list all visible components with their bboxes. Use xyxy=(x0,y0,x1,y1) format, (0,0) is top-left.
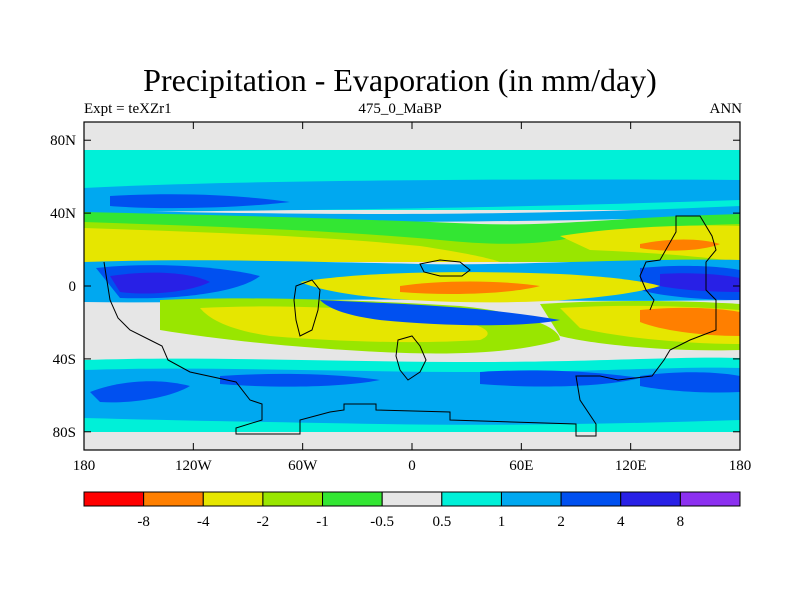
colorbar-swatch xyxy=(620,491,681,507)
map-axes: 80N 40N 0 40S 80S 180 120W 60W 0 60E 120E 180 xyxy=(50,122,751,474)
colorbar-swatch xyxy=(679,491,741,507)
lon-tick-label: 60W xyxy=(288,458,318,474)
plot-title: Precipitation - Evaporation (in mm/day) xyxy=(143,62,657,98)
colorbar-swatch xyxy=(381,491,443,507)
colorbar-label: 4 xyxy=(617,514,625,530)
lon-tick-label: 60E xyxy=(509,458,533,474)
colorbar-label: 1 xyxy=(498,514,506,530)
colorbar-swatch xyxy=(500,491,562,507)
colorbar-swatch xyxy=(202,491,264,507)
colorbar-label: 2 xyxy=(557,514,565,530)
colorbar-swatch xyxy=(262,491,324,507)
period-label: 475_0_MaBP xyxy=(358,101,442,117)
colorbar: -8 -4 -2 -1 -0.5 0.5 1 2 4 8 xyxy=(83,491,741,530)
lon-tick-label: 120E xyxy=(615,458,647,474)
continent-outlines xyxy=(103,215,717,437)
experiment-label: Expt = teXZr1 xyxy=(84,101,172,117)
lon-tick-label: 180 xyxy=(73,458,96,474)
colorbar-label: -2 xyxy=(257,514,270,530)
colorbar-label: -4 xyxy=(197,514,210,530)
colorbar-swatch xyxy=(560,491,622,507)
colorbar-label: -8 xyxy=(137,514,150,530)
colorbar-label: -1 xyxy=(316,514,329,530)
colorbar-swatch xyxy=(83,491,145,507)
season-label: ANN xyxy=(709,101,743,117)
lat-tick-label: 0 xyxy=(69,279,77,295)
colorbar-label: 8 xyxy=(677,514,685,530)
lat-tick-label: 40S xyxy=(53,352,76,368)
lat-tick-label: 80N xyxy=(50,133,76,149)
map-field xyxy=(84,122,740,450)
lon-tick-label: 180 xyxy=(729,458,752,474)
lat-tick-label: 40N xyxy=(50,206,76,222)
colorbar-swatch xyxy=(441,491,502,507)
colorbar-swatch xyxy=(322,491,383,507)
colorbar-label: -0.5 xyxy=(370,514,394,530)
colorbar-swatch xyxy=(143,491,204,507)
lon-tick-label: 120W xyxy=(175,458,213,474)
lon-tick-label: 0 xyxy=(408,458,416,474)
lat-tick-label: 80S xyxy=(53,425,76,441)
colorbar-label: 0.5 xyxy=(432,514,451,530)
